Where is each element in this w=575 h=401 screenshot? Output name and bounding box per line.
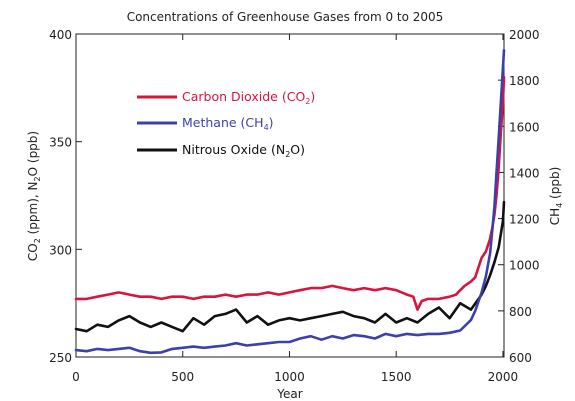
right-tick-label: 1000 xyxy=(509,259,540,273)
right-tick-label: 2000 xyxy=(509,28,540,42)
x-tick-label: 1500 xyxy=(381,370,412,384)
right-tick-label: 600 xyxy=(509,351,532,365)
x-tick-label: 0 xyxy=(72,370,80,384)
x-axis-label: Year xyxy=(276,387,302,401)
left-tick-label: 300 xyxy=(49,243,72,257)
x-axis-ticks: 0 500 1000 1500 2000 xyxy=(72,34,518,384)
ch4-line xyxy=(74,48,506,355)
x-tick-label: 1000 xyxy=(274,370,305,384)
left-tick-label: 400 xyxy=(49,28,72,42)
right-axis-ticks: 600 800 1000 1200 1400 1600 1800 2000 xyxy=(498,28,540,365)
legend-label-n2o: Nitrous Oxide (N2O) xyxy=(182,142,305,159)
legend-label-ch4: Methane (CH4) xyxy=(182,115,274,132)
legend: Carbon Dioxide (CO2) Methane (CH4) Nitro… xyxy=(137,89,315,159)
chart-title: Concentrations of Greenhouse Gases from … xyxy=(127,10,444,24)
right-tick-label: 1600 xyxy=(509,120,540,134)
plot-frame xyxy=(75,33,505,358)
x-tick-label: 2000 xyxy=(488,370,519,384)
co2-line xyxy=(74,75,506,311)
right-tick-label: 800 xyxy=(509,305,532,319)
right-tick-label: 1400 xyxy=(509,166,540,180)
series-lines xyxy=(74,48,506,355)
left-axis-ticks: 250 300 350 400 xyxy=(49,28,82,365)
right-axis-label: CH4 (ppb) xyxy=(548,167,564,226)
left-tick-label: 250 xyxy=(49,351,72,365)
left-tick-label: 350 xyxy=(49,136,72,150)
n2o-line xyxy=(74,200,506,333)
x-tick-label: 500 xyxy=(171,370,194,384)
left-axis-label: CO2 (ppm), N2O (ppb) xyxy=(26,131,42,261)
legend-label-co2: Carbon Dioxide (CO2) xyxy=(182,89,315,106)
right-tick-label: 1200 xyxy=(509,213,540,227)
right-tick-label: 1800 xyxy=(509,74,540,88)
